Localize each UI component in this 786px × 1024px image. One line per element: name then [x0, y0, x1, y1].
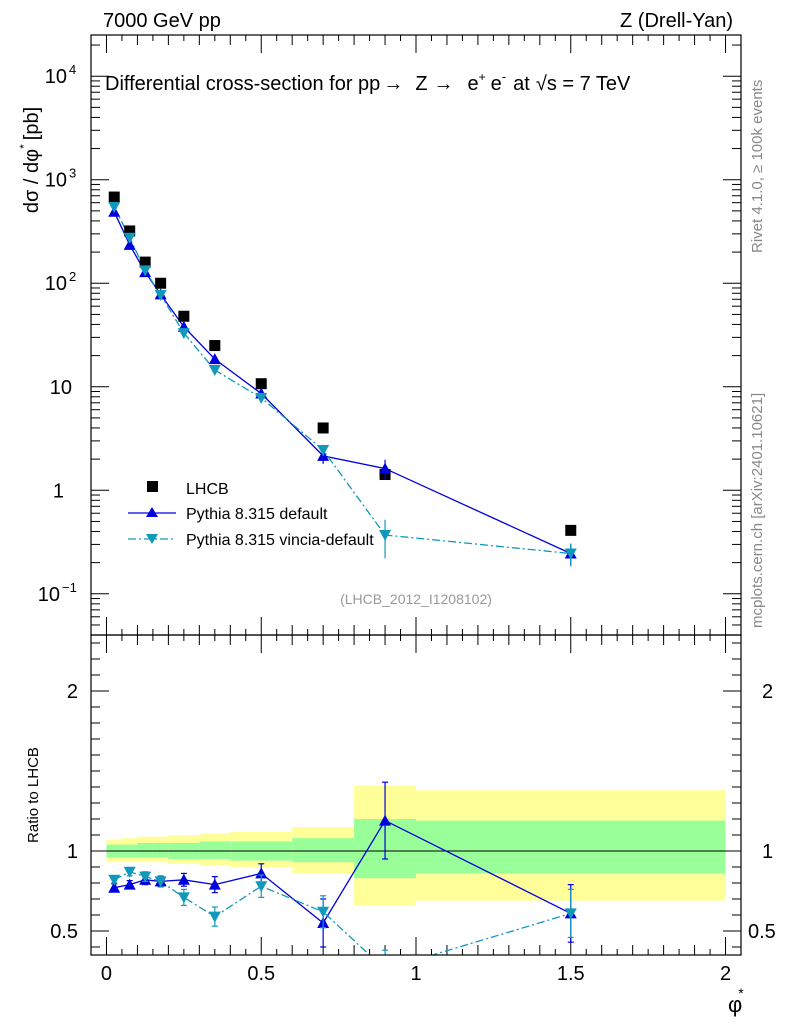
y-tick-label-100: 10 — [45, 273, 67, 295]
ratio-marker-default — [123, 878, 136, 890]
ratio-marker-default — [379, 814, 392, 826]
y-tick-exp-100: 2 — [69, 269, 76, 284]
marker-vincia — [255, 392, 268, 404]
band-inner — [416, 820, 726, 874]
data-point-lhcb — [255, 378, 267, 390]
ratio-line-vincia — [113, 871, 571, 955]
marker-vincia — [379, 529, 392, 541]
data-point-lhcb — [565, 524, 577, 536]
x-tick-label-1: 1 — [410, 963, 421, 985]
ratio-series-lines — [113, 819, 572, 955]
marker-vincia — [317, 444, 330, 456]
upper-axis-ticks — [91, 35, 741, 636]
ratio-tick-label-1: 1 — [67, 841, 78, 863]
y-tick-exp-0.1: −1 — [62, 580, 77, 595]
marker-default — [208, 353, 221, 365]
series-line-vincia — [113, 206, 571, 555]
mcplots-label: mcplots.cern.ch [arXiv:2401.10621] — [749, 393, 766, 628]
y-tick-label-0.1: 10 — [38, 584, 60, 606]
lower-y-tick-labels: 0.5 1 2 0.5 1 2 — [50, 681, 776, 943]
band-inner — [292, 838, 355, 863]
ratio-marker-vincia — [379, 964, 391, 975]
legend: LHCB Pythia 8.315 default Pythia 8.315 v… — [128, 481, 374, 549]
ratio-marker-default — [177, 873, 190, 885]
marker-vincia — [123, 232, 136, 244]
x-tick-label-1.5: 1.5 — [557, 963, 585, 985]
ratio-marker-vincia — [564, 908, 577, 920]
data-point-lhcb — [317, 422, 329, 434]
y-tick-label-10000: 10 — [45, 66, 67, 88]
x-axis-label: φ* — [728, 985, 744, 1017]
y-tick-label-1000: 10 — [45, 170, 67, 192]
rivet-label: Rivet 4.1.0, ≥ 100k events — [749, 80, 766, 253]
data-point-lhcb — [108, 191, 120, 203]
legend-marker-vincia — [146, 534, 158, 544]
legend-marker-default — [146, 507, 158, 517]
chart-title: Differential cross-section for pp → Z → e+ e-… — [105, 69, 631, 95]
ratio-series-markers — [108, 781, 577, 975]
data-point-lhcb — [209, 340, 221, 352]
analysis-reference: (LHCB_2012_I1208102) — [340, 591, 492, 607]
data-point-lhcb — [155, 277, 167, 289]
ratio-marker-default — [255, 867, 268, 879]
y-tick-exp-1000: 3 — [69, 166, 76, 181]
ratio-marker-vincia — [123, 866, 136, 878]
ratio-tick-label-right-0.5: 0.5 — [748, 921, 776, 943]
y-tick-label-1: 1 — [53, 480, 64, 502]
ratio-tick-label-0.5: 0.5 — [50, 921, 78, 943]
x-tick-label-0.5: 0.5 — [247, 963, 275, 985]
marker-default — [123, 238, 136, 250]
marker-vincia — [208, 365, 221, 377]
ratio-marker-default — [108, 881, 121, 893]
marker-vincia — [108, 202, 121, 214]
upper-y-tick-labels: 10 −1 1 10 10 2 10 3 10 4 — [38, 62, 77, 606]
legend-marker-lhcb — [147, 481, 158, 492]
x-tick-label-0: 0 — [101, 963, 112, 985]
ratio-marker-vincia — [317, 906, 330, 918]
x-tick-labels: 0 0.5 1 1.5 2 — [101, 963, 731, 985]
y-tick-exp-10000: 4 — [69, 62, 76, 77]
data-point-lhcb — [178, 310, 190, 322]
band-inner — [152, 843, 169, 858]
ratio-marker-vincia — [108, 874, 121, 886]
marker-vincia — [564, 548, 577, 560]
ratio-marker-vincia — [177, 892, 190, 904]
marker-default — [379, 462, 392, 474]
legend-label-default: Pythia 8.315 default — [186, 506, 328, 523]
legend-label-lhcb: LHCB — [186, 481, 229, 498]
ratio-line-default — [114, 819, 572, 924]
ratio-marker-vincia — [208, 911, 221, 923]
marker-vincia — [154, 289, 167, 301]
legend-label-vincia: Pythia 8.315 vincia-default — [186, 532, 374, 549]
header-left: 7000 GeV pp — [103, 10, 221, 32]
data-point-lhcb — [124, 225, 136, 237]
ratio-marker-default — [208, 878, 221, 890]
ratio-marker-vincia — [139, 871, 152, 883]
data-point-lhcb — [139, 256, 151, 268]
header-right: Z (Drell-Yan) — [620, 10, 733, 32]
ratio-tick-label-2: 2 — [67, 681, 78, 703]
lower-plot-frame — [90, 634, 742, 956]
marker-vincia — [177, 328, 190, 340]
x-tick-label-2: 2 — [720, 963, 731, 985]
series-line-default — [113, 211, 572, 555]
y-tick-label-10: 10 — [50, 377, 72, 399]
ratio-tick-label-right-2: 2 — [762, 681, 773, 703]
upper-y-axis-label: dσ / dφ*[pb] — [17, 107, 43, 213]
ratio-tick-label-right-1: 1 — [762, 841, 773, 863]
upper-series-lines — [113, 206, 572, 555]
ratio-marker-vincia — [154, 876, 167, 888]
ratio-y-axis-label: Ratio to LHCB — [25, 747, 42, 843]
upper-series-markers — [108, 191, 577, 567]
ratio-marker-vincia — [255, 881, 268, 893]
ratio-uncertainty-bands — [106, 785, 726, 906]
band-inner — [137, 843, 153, 858]
band-inner — [199, 841, 231, 859]
marker-vincia — [139, 265, 152, 277]
